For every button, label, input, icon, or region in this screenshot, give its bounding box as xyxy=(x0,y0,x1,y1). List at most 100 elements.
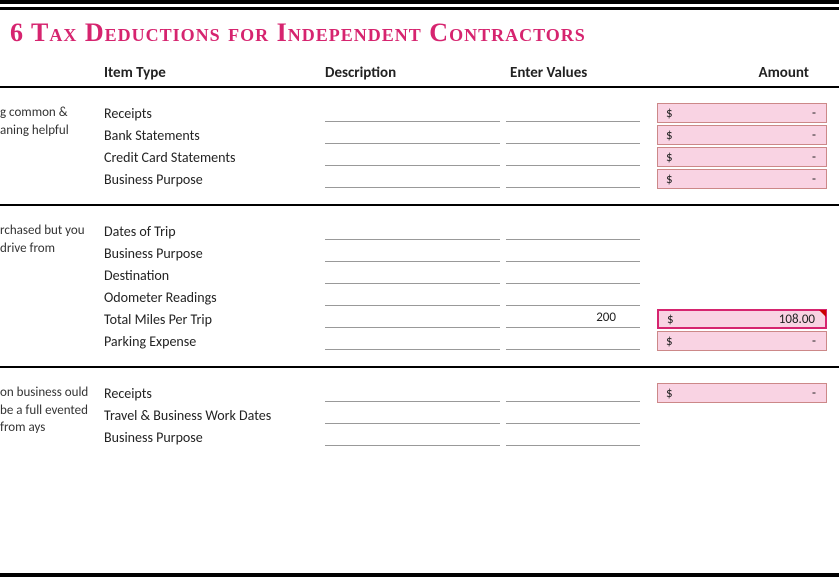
item-type-label: Travel & Business Work Dates xyxy=(100,407,325,424)
description-input[interactable] xyxy=(325,384,500,402)
section-rows: Dates of Trip Business Purpose Destination… xyxy=(100,220,839,352)
amount-box[interactable]: $- xyxy=(657,147,827,167)
value-input[interactable] xyxy=(506,170,640,188)
value-input[interactable] xyxy=(506,384,640,402)
description-input[interactable] xyxy=(325,266,500,284)
value-input[interactable] xyxy=(506,428,640,446)
table-row: Business Purpose$- xyxy=(100,168,839,190)
description-input[interactable] xyxy=(325,148,500,166)
item-type-label: Business Purpose xyxy=(100,171,325,188)
table-row: Business Purpose xyxy=(100,242,839,264)
amount-box[interactable]: $108.00 xyxy=(657,309,827,329)
description-input[interactable] xyxy=(325,332,500,350)
amount-box[interactable]: $- xyxy=(657,125,827,145)
dollar-sign: $ xyxy=(666,334,673,349)
amount-cell: $- xyxy=(640,147,839,167)
amount-cell: $- xyxy=(640,383,839,403)
section: rchased but you drive fromDates of Trip B… xyxy=(0,206,839,368)
col-spacer xyxy=(0,64,100,82)
value-input[interactable] xyxy=(506,126,640,144)
dollar-sign: $ xyxy=(666,386,673,401)
item-type-label: Business Purpose xyxy=(100,245,325,262)
description-input[interactable] xyxy=(325,288,500,306)
item-type-label: Receipts xyxy=(100,105,325,122)
value-input[interactable] xyxy=(506,222,640,240)
dollar-sign: $ xyxy=(666,172,673,187)
dollar-sign: $ xyxy=(666,106,673,121)
amount-box[interactable]: $- xyxy=(657,169,827,189)
amount-box[interactable]: $- xyxy=(657,383,827,403)
value-input[interactable]: 200 xyxy=(506,310,640,328)
value-input[interactable] xyxy=(506,244,640,262)
table-row: Total Miles Per Trip 200 $108.00 xyxy=(100,308,839,330)
comment-marker-icon xyxy=(819,310,826,317)
description-input[interactable] xyxy=(325,406,500,424)
section-side-note: on business ould be a full evented from … xyxy=(0,382,100,448)
section: on business ould be a full evented from … xyxy=(0,368,839,462)
amount-value: - xyxy=(812,128,816,143)
section: g common & aning helpfulReceipts$-Bank S… xyxy=(0,88,839,206)
amount-value: - xyxy=(812,334,816,349)
dollar-sign: $ xyxy=(666,150,673,165)
table-row: Credit Card Statements$- xyxy=(100,146,839,168)
section-rows: Receipts$-Bank Statements$-Credit Card S… xyxy=(100,102,839,190)
description-input[interactable] xyxy=(325,310,500,328)
header-description: Description xyxy=(325,64,500,82)
amount-value: - xyxy=(812,172,816,187)
table-row: Destination xyxy=(100,264,839,286)
description-input[interactable] xyxy=(325,104,500,122)
value-input[interactable] xyxy=(506,332,640,350)
item-type-label: Total Miles Per Trip xyxy=(100,311,325,328)
table-row: Travel & Business Work Dates xyxy=(100,404,839,426)
amount-box[interactable]: $- xyxy=(657,103,827,123)
description-input[interactable] xyxy=(325,126,500,144)
table-row: Odometer Readings xyxy=(100,286,839,308)
table-row: Receipts$- xyxy=(100,102,839,124)
value-input[interactable] xyxy=(506,104,640,122)
sections-container: g common & aning helpfulReceipts$-Bank S… xyxy=(0,88,839,462)
header-item-type: Item Type xyxy=(100,64,325,82)
item-type-label: Destination xyxy=(100,267,325,284)
amount-cell: $- xyxy=(640,103,839,123)
item-type-label: Dates of Trip xyxy=(100,223,325,240)
description-input[interactable] xyxy=(325,222,500,240)
header-enter-values: Enter Values xyxy=(500,64,640,82)
amount-box[interactable]: $- xyxy=(657,331,827,351)
column-headers: Item Type Description Enter Values Amoun… xyxy=(0,58,839,88)
item-type-label: Bank Statements xyxy=(100,127,325,144)
header-amount: Amount xyxy=(640,64,839,82)
item-type-label: Receipts xyxy=(100,385,325,402)
amount-cell: $- xyxy=(640,125,839,145)
dollar-sign: $ xyxy=(666,128,673,143)
header: 6 Tax Deductions for Independent Contrac… xyxy=(0,7,839,58)
section-side-note: g common & aning helpful xyxy=(0,102,100,190)
item-type-label: Credit Card Statements xyxy=(100,149,325,166)
item-type-label: Odometer Readings xyxy=(100,289,325,306)
description-input[interactable] xyxy=(325,170,500,188)
value-input[interactable] xyxy=(506,406,640,424)
dollar-sign: $ xyxy=(667,312,674,327)
section-rows: Receipts$-Travel & Business Work DatesBu… xyxy=(100,382,839,448)
table-row: Dates of Trip xyxy=(100,220,839,242)
amount-cell: $- xyxy=(640,169,839,189)
amount-cell: $108.00 xyxy=(640,309,839,329)
amount-value: - xyxy=(812,150,816,165)
value-input[interactable] xyxy=(506,288,640,306)
table-row: Business Purpose xyxy=(100,426,839,448)
table-row: Bank Statements$- xyxy=(100,124,839,146)
section-side-note: rchased but you drive from xyxy=(0,220,100,352)
amount-value: 108.00 xyxy=(779,312,815,327)
item-type-label: Business Purpose xyxy=(100,429,325,446)
amount-cell: $- xyxy=(640,331,839,351)
value-input[interactable] xyxy=(506,266,640,284)
description-input[interactable] xyxy=(325,428,500,446)
page-title: 6 Tax Deductions for Independent Contrac… xyxy=(10,18,829,48)
table-row: Parking Expense$- xyxy=(100,330,839,352)
document-frame: 6 Tax Deductions for Independent Contrac… xyxy=(0,0,839,577)
amount-value: - xyxy=(812,106,816,121)
amount-value: - xyxy=(812,386,816,401)
description-input[interactable] xyxy=(325,244,500,262)
value-input[interactable] xyxy=(506,148,640,166)
table-row: Receipts$- xyxy=(100,382,839,404)
item-type-label: Parking Expense xyxy=(100,333,325,350)
